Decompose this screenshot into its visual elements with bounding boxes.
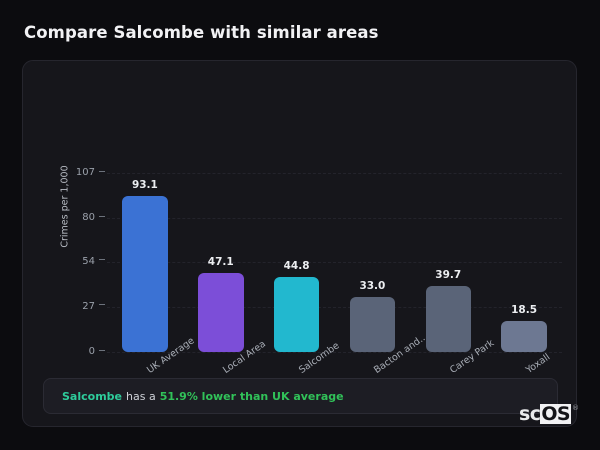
- summary-area-name: Salcombe: [62, 389, 122, 403]
- bar[interactable]: [425, 285, 471, 352]
- gridline: [107, 261, 562, 263]
- bar-value-label: 44.8: [283, 260, 310, 273]
- bar-value-label: 33.0: [359, 279, 386, 292]
- bar-group[interactable]: 47.1 Local Area: [198, 61, 268, 376]
- gridline: [107, 352, 562, 353]
- y-axis-tick-label: 54: [82, 256, 105, 268]
- bar-group[interactable]: 39.7 Carey Park: [425, 61, 496, 376]
- bar-group[interactable]: 33.0 Bacton and...: [349, 61, 430, 376]
- bar-value-label: 18.5: [511, 304, 538, 317]
- gridline: [107, 306, 562, 308]
- bar-value-label: 47.1: [207, 256, 234, 269]
- comparison-summary: Salcombe has a 51.9% lower than UK avera…: [43, 378, 558, 414]
- x-axis-category-label: Yoxall: [524, 351, 553, 377]
- scos-logo: sc OS ®: [519, 404, 579, 424]
- page-title: Compare Salcombe with similar areas: [24, 23, 379, 42]
- gridline: [107, 218, 562, 220]
- bar[interactable]: [198, 273, 244, 352]
- registered-mark-icon: ®: [572, 404, 580, 412]
- chart-card: Crimes per 1,000 0 27 54 80 107 93.1 UK Avera…: [22, 60, 577, 427]
- y-axis-tick-label: 80: [82, 212, 105, 224]
- logo-text-sc: sc: [519, 403, 541, 425]
- bar[interactable]: [122, 196, 168, 352]
- chart-bars: 93.1 UK Average 47.1 Local Area 44.8 Salcombe…: [107, 61, 562, 376]
- bar-chart-plot: Crimes per 1,000 0 27 54 80 107 93.1 UK Avera…: [23, 61, 578, 376]
- bar-group[interactable]: 44.8 Salcombe: [273, 61, 341, 376]
- y-axis-tick-label: 27: [82, 301, 105, 313]
- gridline: [107, 173, 562, 174]
- y-axis-tick-label: 107: [76, 167, 105, 179]
- bar[interactable]: [349, 296, 396, 352]
- bar-group[interactable]: 18.5 Yoxall: [501, 61, 552, 376]
- summary-mid-text: has a: [126, 389, 156, 403]
- bar-group[interactable]: 93.1 UK Average: [122, 61, 196, 376]
- bar-value-label: 39.7: [435, 268, 462, 281]
- logo-text-os: OS: [540, 403, 572, 425]
- bar[interactable]: [501, 321, 547, 352]
- bar[interactable]: [273, 277, 320, 352]
- y-axis-ticks: 0 27 54 80 107: [59, 61, 105, 361]
- bar-value-label: 93.1: [131, 179, 158, 192]
- summary-stat-text: 51.9% lower than UK average: [159, 389, 344, 403]
- chart-gridlines: [107, 61, 562, 361]
- y-axis-tick-label: 0: [89, 346, 105, 358]
